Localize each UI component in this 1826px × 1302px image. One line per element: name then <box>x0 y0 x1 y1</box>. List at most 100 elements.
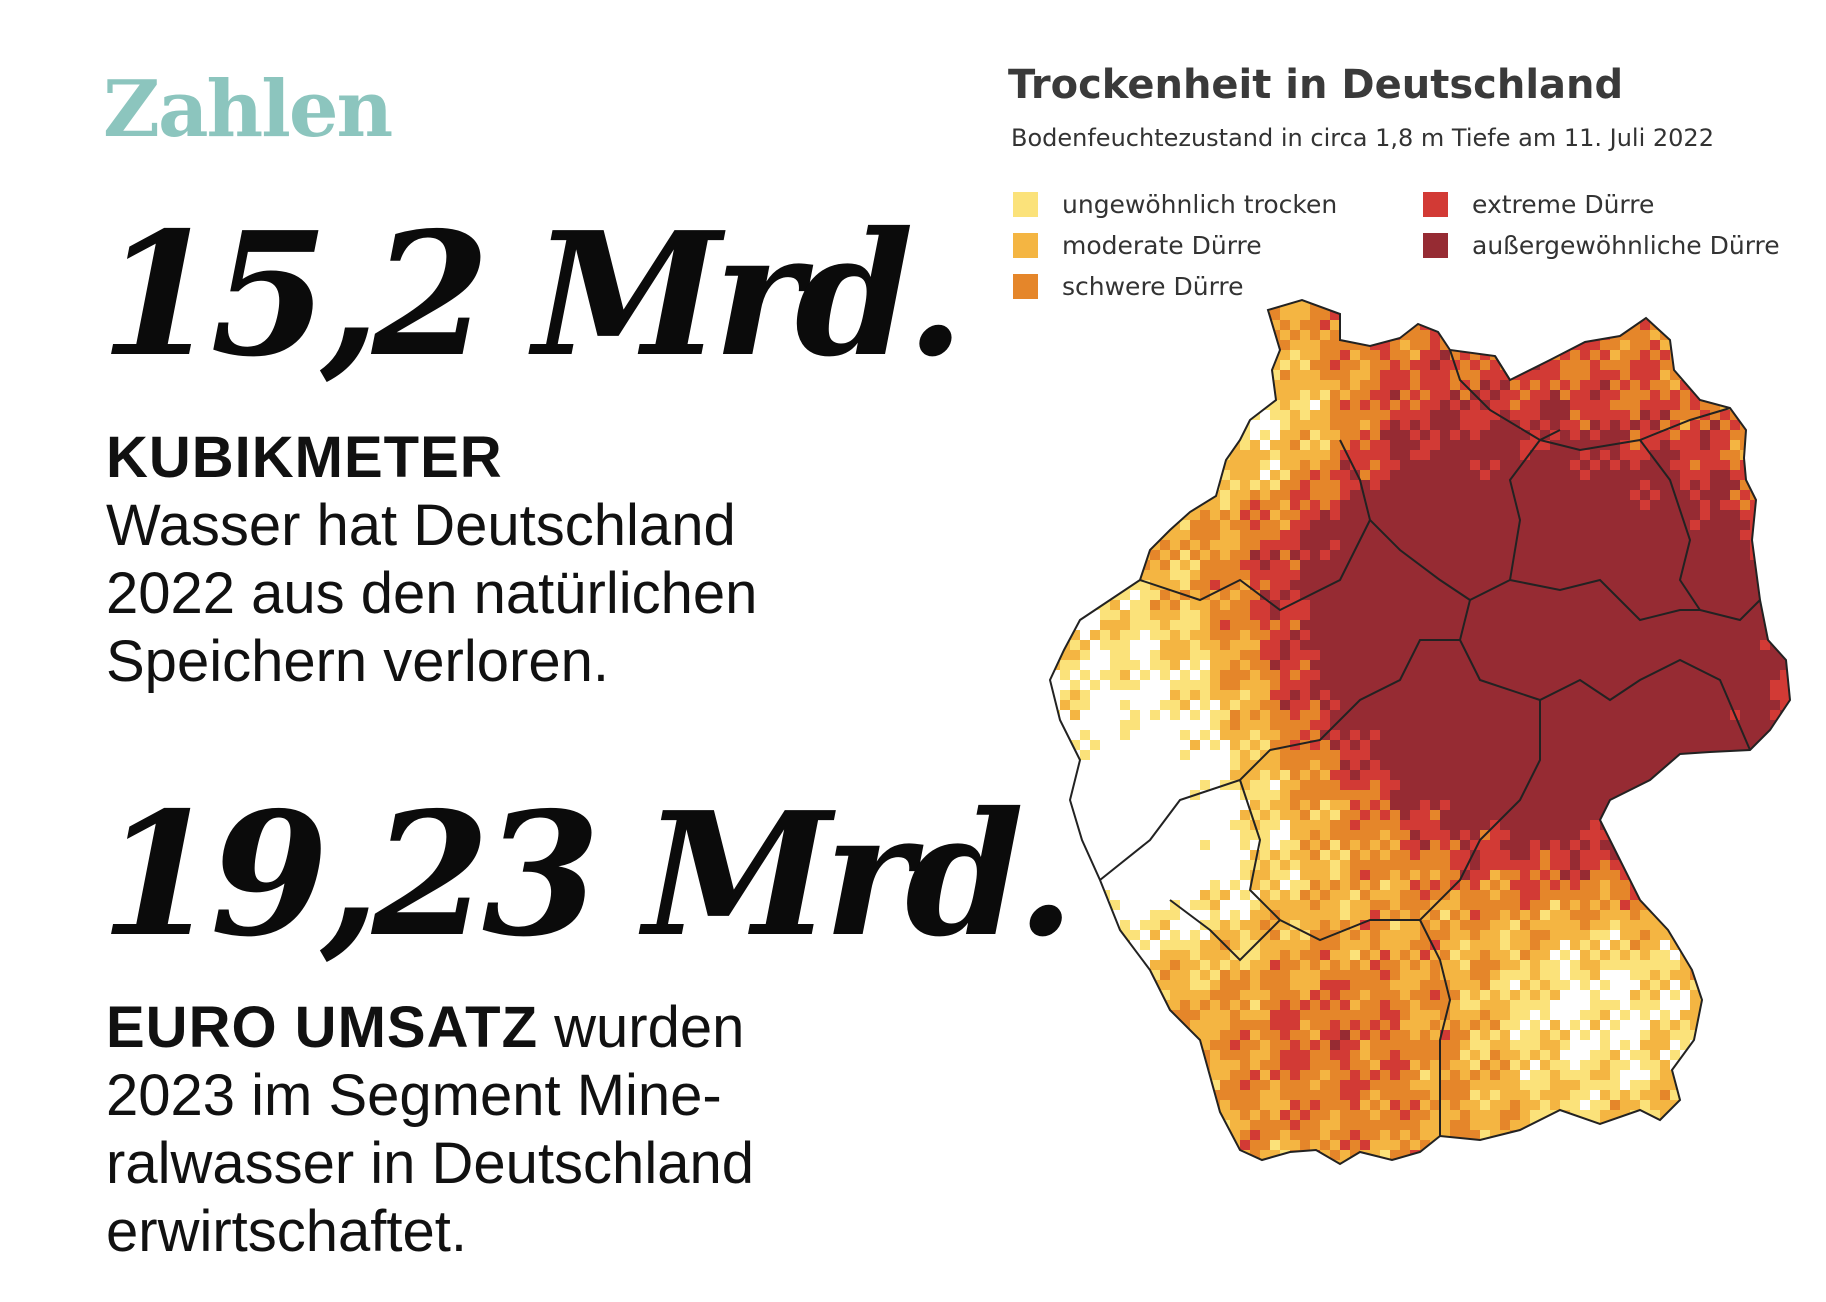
drought-cell <box>1420 900 1430 910</box>
drought-cell <box>1080 680 1090 690</box>
drought-cell <box>1700 530 1710 540</box>
drought-cell <box>1470 820 1480 830</box>
drought-cell <box>1130 540 1140 550</box>
drought-cell <box>1710 880 1720 890</box>
drought-cell <box>1570 460 1580 470</box>
drought-cell <box>1490 880 1500 890</box>
drought-cell <box>1630 510 1640 520</box>
drought-cell <box>1260 910 1270 920</box>
drought-cell <box>1530 890 1540 900</box>
drought-cell <box>1680 760 1690 770</box>
drought-cell <box>1600 320 1610 330</box>
drought-cell <box>1360 500 1370 510</box>
drought-cell <box>1140 500 1150 510</box>
drought-cell <box>1360 600 1370 610</box>
drought-cell <box>1220 920 1230 930</box>
drought-cell <box>1410 680 1420 690</box>
drought-cell <box>1180 880 1190 890</box>
drought-cell <box>1710 580 1720 590</box>
drought-cell <box>1740 720 1750 730</box>
drought-cell <box>1680 480 1690 490</box>
drought-cell <box>1100 470 1110 480</box>
drought-cell <box>1780 400 1790 410</box>
drought-cell <box>1680 410 1690 420</box>
drought-cell <box>1500 840 1510 850</box>
drought-cell <box>1230 530 1240 540</box>
drought-cell <box>1510 820 1520 830</box>
drought-cell <box>1780 540 1790 550</box>
drought-cell <box>1070 880 1080 890</box>
drought-cell <box>1530 470 1540 480</box>
drought-cell <box>1600 800 1610 810</box>
drought-cell <box>1140 360 1150 370</box>
drought-cell <box>1290 420 1300 430</box>
drought-cell <box>1750 320 1760 330</box>
drought-cell <box>1530 450 1540 460</box>
drought-cell <box>1700 810 1710 820</box>
drought-cell <box>1150 390 1160 400</box>
drought-cell <box>1220 530 1230 540</box>
drought-cell <box>1400 380 1410 390</box>
drought-cell <box>1780 500 1790 510</box>
drought-cell <box>1730 830 1740 840</box>
drought-cell <box>1730 900 1740 910</box>
drought-cell <box>1620 910 1630 920</box>
drought-cell <box>1320 760 1330 770</box>
drought-cell <box>1140 390 1150 400</box>
drought-cell <box>1310 930 1320 940</box>
drought-cell <box>1450 680 1460 690</box>
drought-cell <box>1130 520 1140 530</box>
drought-cell <box>1410 510 1420 520</box>
drought-cell <box>1130 870 1140 880</box>
drought-cell <box>1550 510 1560 520</box>
drought-cell <box>1410 560 1420 570</box>
drought-cell <box>1730 580 1740 590</box>
drought-cell <box>1410 430 1420 440</box>
drought-cell <box>1700 290 1710 300</box>
drought-cell <box>1250 710 1260 720</box>
drought-cell <box>1340 690 1350 700</box>
drought-cell <box>1200 930 1210 940</box>
drought-cell <box>1260 660 1270 670</box>
drought-cell <box>1260 460 1270 470</box>
drought-cell <box>1570 640 1580 650</box>
drought-cell <box>1560 430 1570 440</box>
drought-cell <box>1160 670 1170 680</box>
drought-cell <box>1410 520 1420 530</box>
drought-cell <box>1070 390 1080 400</box>
drought-cell <box>1790 520 1800 530</box>
drought-cell <box>1150 350 1160 360</box>
drought-cell <box>1100 310 1110 320</box>
drought-cell <box>1130 290 1140 300</box>
drought-cell <box>1240 840 1250 850</box>
drought-cell <box>1240 850 1250 860</box>
drought-cell <box>1760 370 1770 380</box>
drought-cell <box>1780 380 1790 390</box>
drought-cell <box>1090 550 1100 560</box>
drought-cell <box>1480 670 1490 680</box>
drought-cell <box>1580 840 1590 850</box>
drought-cell <box>1430 560 1440 570</box>
drought-cell <box>1770 580 1780 590</box>
drought-cell <box>1340 820 1350 830</box>
drought-cell <box>1210 710 1220 720</box>
drought-cell <box>1330 380 1340 390</box>
drought-cell <box>1400 620 1410 630</box>
drought-cell <box>1310 540 1320 550</box>
drought-cell <box>1640 510 1650 520</box>
drought-cell <box>1770 440 1780 450</box>
drought-cell <box>1470 400 1480 410</box>
drought-cell <box>1060 310 1070 320</box>
drought-cell <box>1390 500 1400 510</box>
drought-cell <box>1110 750 1120 760</box>
drought-cell <box>1200 540 1210 550</box>
drought-cell <box>1360 620 1370 630</box>
drought-cell <box>1110 490 1120 500</box>
drought-cell <box>1170 650 1180 660</box>
drought-cell <box>1610 340 1620 350</box>
drought-cell <box>1270 870 1280 880</box>
drought-cell <box>1510 600 1520 610</box>
drought-cell <box>1580 450 1590 460</box>
drought-cell <box>1120 440 1130 450</box>
drought-cell <box>1790 440 1800 450</box>
